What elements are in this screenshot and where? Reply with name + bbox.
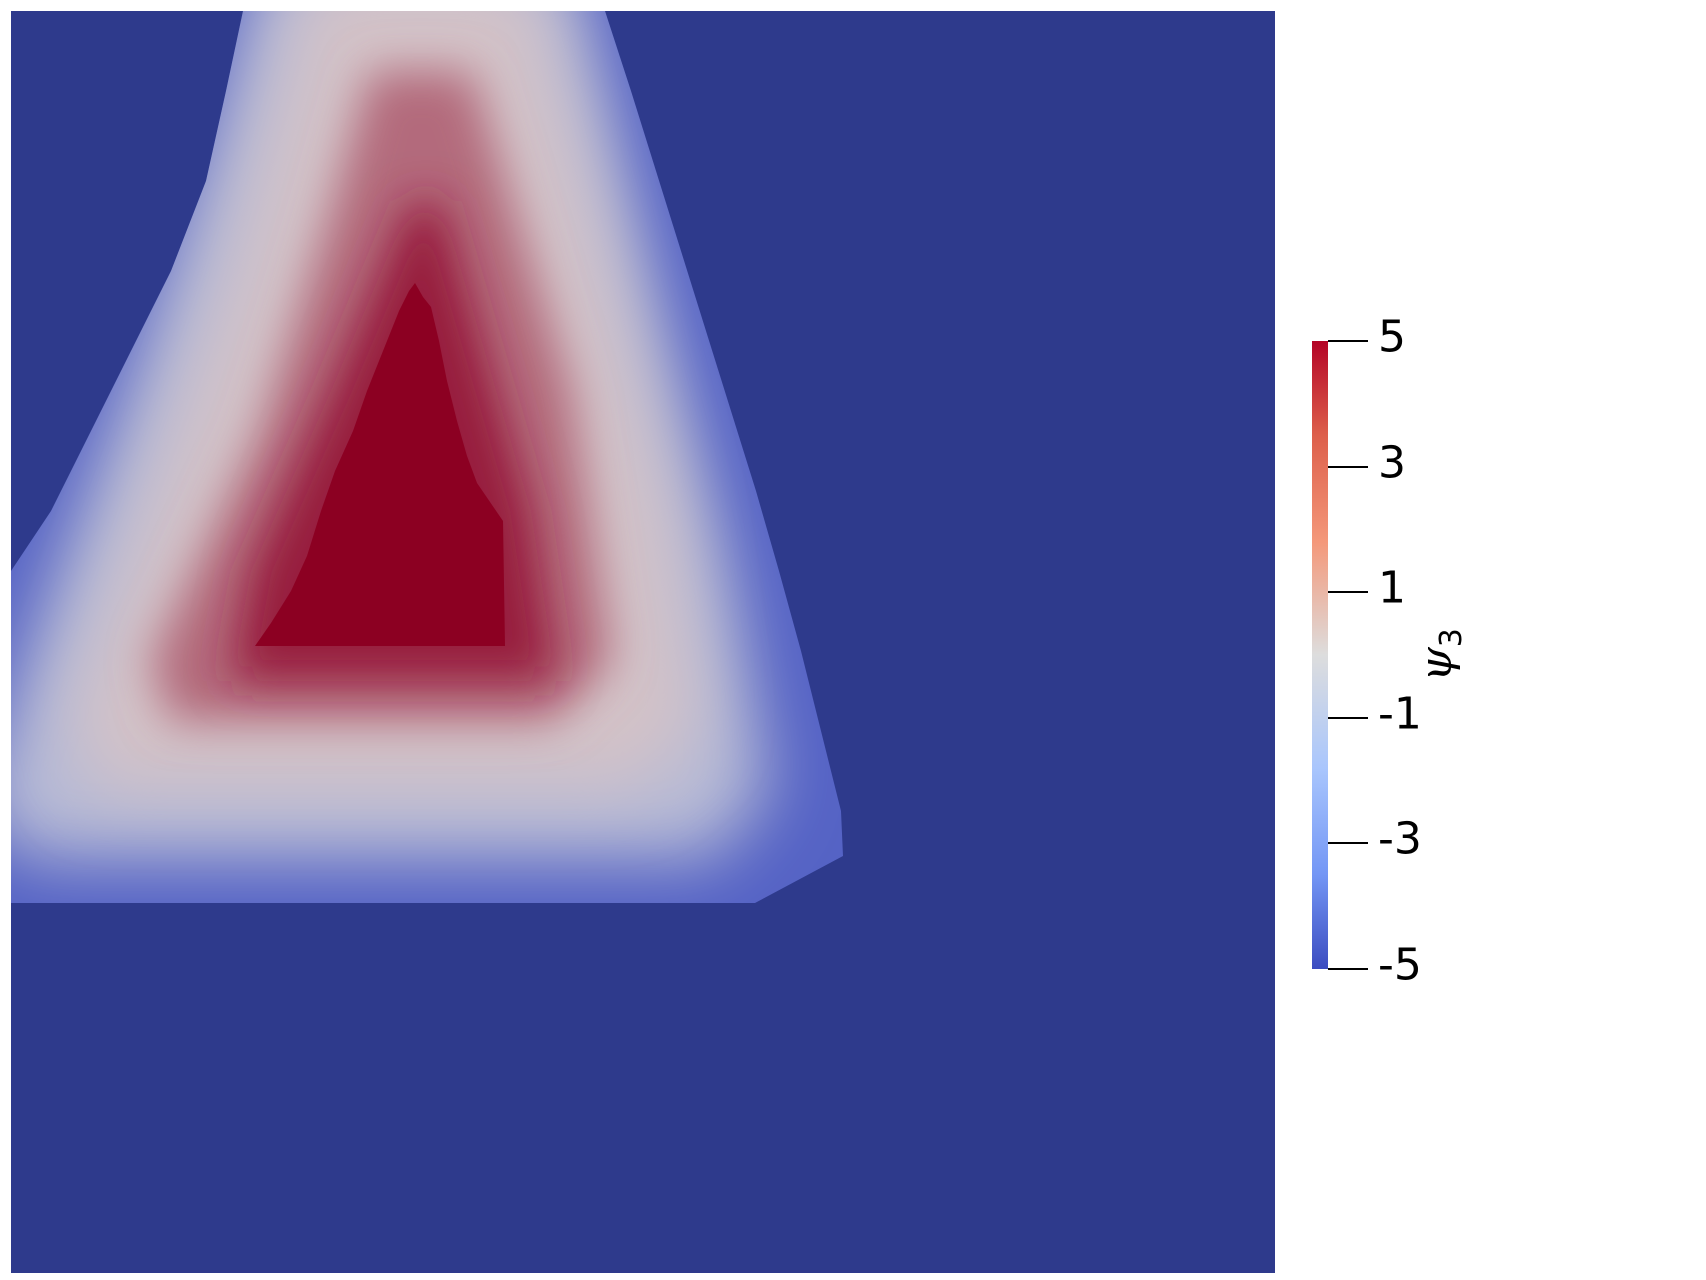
colorbar-tick-neg3 — [1328, 842, 1368, 845]
heatmap-field — [11, 11, 1275, 1273]
colorbar-tick-neg5 — [1328, 968, 1368, 970]
colorbar-tick-label-neg1: -1 — [1378, 688, 1422, 740]
colorbar-tick-5 — [1328, 340, 1368, 342]
colorbar-title-symbol: ψ — [1411, 647, 1463, 682]
colorbar-gradient — [1312, 341, 1328, 969]
colorbar: 5 3 1 -1 -3 -5 — [1312, 315, 1422, 987]
colorbar-title: ψ3 — [1411, 628, 1469, 682]
colorbar-tick-1 — [1328, 591, 1368, 594]
field-core — [255, 283, 505, 646]
colorbar-tick-label-3: 3 — [1378, 437, 1406, 489]
colorbar-tick-label-1: 1 — [1378, 562, 1406, 614]
colorbar-title-subscript: 3 — [1433, 628, 1469, 648]
colorbar-tick-label-5: 5 — [1378, 311, 1406, 363]
field-svg — [11, 11, 843, 903]
colorbar-tick-3 — [1328, 465, 1368, 468]
colorbar-tick-label-neg5: -5 — [1378, 939, 1422, 991]
colorbar-tick-neg1 — [1328, 716, 1368, 719]
colorbar-tick-label-neg3: -3 — [1378, 813, 1422, 865]
